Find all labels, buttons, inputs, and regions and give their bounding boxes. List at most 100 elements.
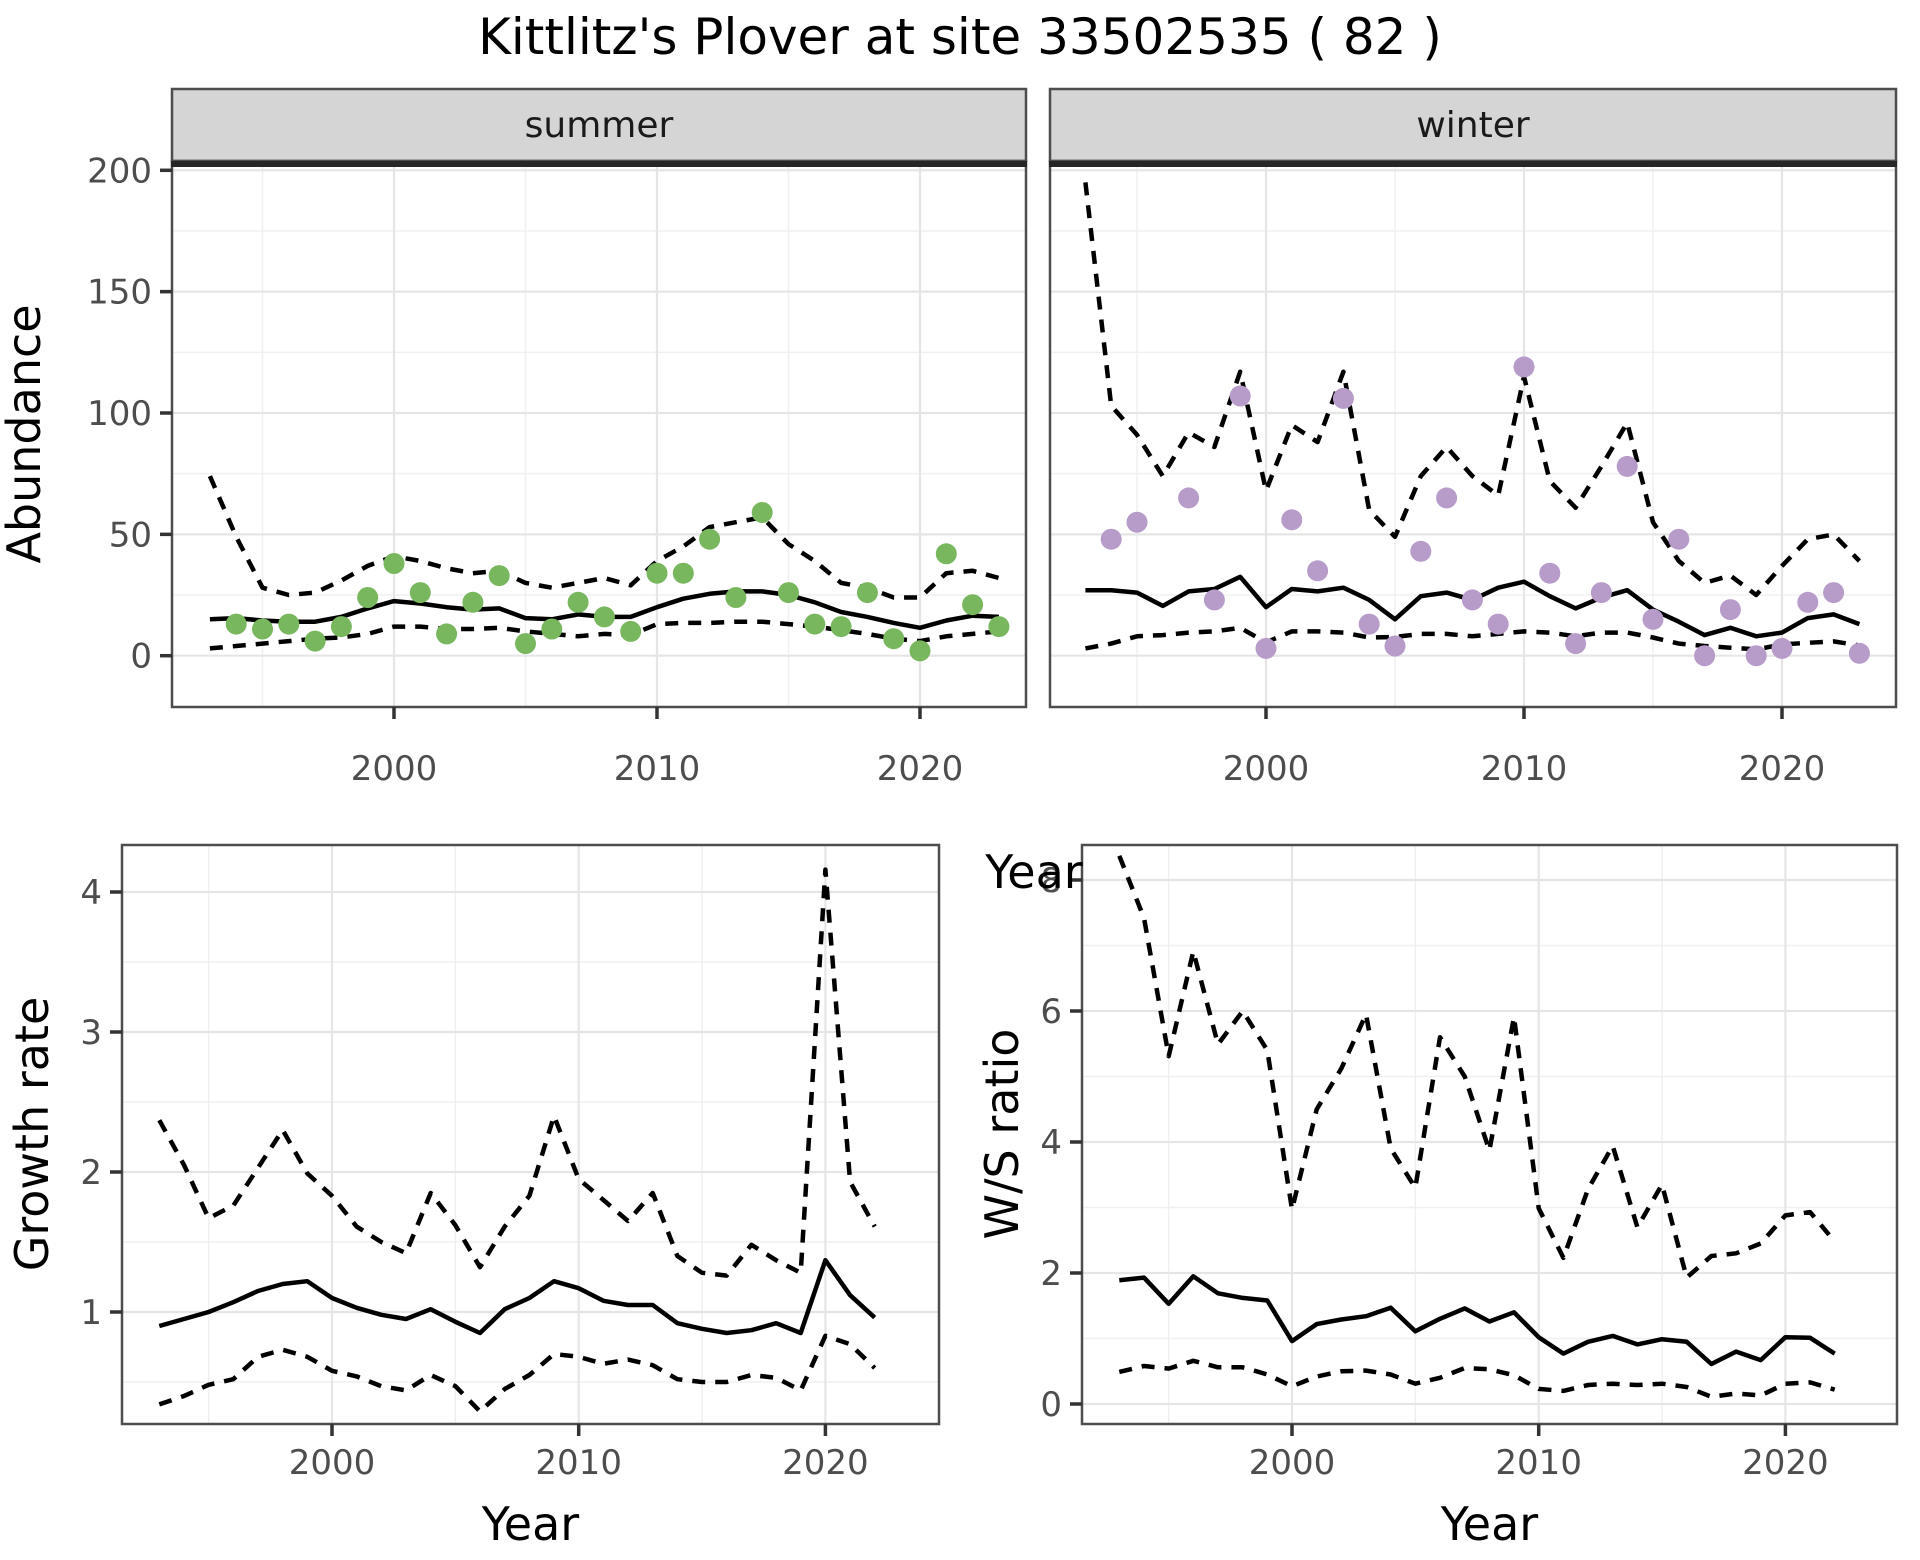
data-point — [646, 562, 668, 584]
data-point — [962, 594, 984, 616]
upper-ci-line — [1117, 854, 1837, 1280]
y-tick-label: 150 — [87, 273, 152, 313]
x-tick-label: 2020 — [1739, 749, 1826, 789]
gridlines — [1050, 161, 1896, 707]
y-tick-label: 50 — [109, 515, 152, 555]
data-point — [330, 616, 352, 638]
data-point — [804, 613, 826, 635]
data-point — [1281, 509, 1303, 531]
x-tick-label: 2000 — [351, 749, 438, 789]
data-point — [778, 582, 799, 604]
x-tick-label: 2020 — [782, 1443, 869, 1483]
data-point — [1461, 589, 1483, 611]
y-tick-label: 6 — [1040, 992, 1062, 1032]
data-point — [1694, 645, 1716, 667]
data-point — [620, 620, 642, 642]
lower-ci-line — [209, 619, 1000, 651]
y-tick-label: 2 — [1040, 1254, 1062, 1294]
y-tick-label: 0 — [1040, 1385, 1062, 1425]
facet-strip-winter — [1048, 87, 1898, 163]
data-point — [541, 618, 563, 640]
x-tick-label: 2000 — [1249, 1443, 1336, 1483]
data-point — [1203, 589, 1225, 611]
x-tick-label: 2020 — [877, 749, 964, 789]
y-tick-label: 8 — [1040, 861, 1062, 901]
data-point — [699, 528, 721, 550]
data-point — [1229, 385, 1251, 407]
data-point — [1307, 560, 1329, 582]
data-point — [436, 623, 458, 645]
data-point — [515, 633, 536, 655]
data-point — [856, 582, 878, 604]
data-point — [1487, 613, 1509, 635]
data-point — [935, 543, 957, 565]
observation-points — [225, 502, 1010, 662]
data-point — [725, 587, 747, 608]
data-point — [751, 502, 773, 523]
y-tick-label: 100 — [87, 394, 152, 434]
axis-title-year-top: Year — [984, 845, 1082, 899]
data-point — [1255, 637, 1277, 659]
data-point — [1178, 487, 1200, 509]
panel-border — [1080, 843, 1899, 1426]
observation-points — [1100, 356, 1870, 667]
data-point — [883, 628, 905, 650]
facet-strip-label: winter — [1416, 105, 1530, 146]
lower-ci-line — [1118, 1358, 1836, 1400]
data-point — [1745, 645, 1767, 667]
x-tick-label: 2010 — [1481, 749, 1568, 789]
x-tick-label: 2020 — [1742, 1443, 1829, 1483]
data-point — [909, 640, 931, 662]
data-point — [1797, 591, 1819, 613]
data-point — [1513, 356, 1535, 378]
data-point — [988, 616, 1010, 638]
lower-ci-line — [1084, 625, 1860, 652]
data-layer — [207, 475, 1010, 662]
data-point — [1565, 633, 1587, 655]
data-point — [830, 616, 852, 638]
data-point — [1719, 599, 1741, 621]
y-tick-label: 0 — [130, 637, 152, 677]
axis-title-abundance: Abundance — [0, 304, 51, 563]
facet-strip-label: summer — [525, 105, 674, 146]
data-point — [462, 591, 484, 613]
data-point — [304, 630, 326, 652]
data-point — [1823, 582, 1845, 604]
data-point — [567, 591, 589, 613]
data-point — [593, 606, 615, 628]
panel-ws: 2000 2010 2020 0 2 4 6 8 — [1040, 843, 1899, 1483]
x-tick-label: 2000 — [1223, 749, 1310, 789]
panel-background — [122, 845, 939, 1424]
data-point — [1410, 540, 1432, 562]
y-tick-label: 200 — [87, 151, 152, 191]
data-point — [225, 613, 247, 635]
axis-title-year-bottom-right: Year — [1440, 1497, 1538, 1551]
data-point — [488, 565, 510, 587]
panel-border — [120, 843, 941, 1426]
x-tick-label: 2010 — [614, 749, 701, 789]
x-tick-label: 2010 — [1495, 1443, 1582, 1483]
data-point — [1590, 582, 1612, 604]
data-layer — [1083, 182, 1870, 667]
data-point — [1771, 637, 1793, 659]
x-tick-label: 2000 — [289, 1443, 376, 1483]
y-tick-label: 3 — [80, 1013, 102, 1053]
data-point — [1436, 487, 1458, 509]
mean-line — [1119, 1274, 1836, 1367]
panel-background — [1050, 161, 1896, 707]
data-point — [409, 582, 431, 604]
axis-title-year-bottom-left: Year — [481, 1497, 579, 1551]
upper-ci-line — [157, 867, 877, 1278]
axis-title-ws-ratio: W/S ratio — [975, 1029, 1029, 1240]
data-point — [1616, 455, 1638, 477]
data-point — [1539, 562, 1561, 584]
data-point — [1848, 642, 1870, 664]
data-point — [1384, 635, 1406, 657]
data-layer — [1117, 854, 1837, 1400]
data-point — [1126, 511, 1148, 533]
data-point — [383, 553, 405, 574]
data-point — [1100, 528, 1122, 550]
data-point — [1642, 608, 1664, 630]
data-point — [252, 618, 273, 640]
